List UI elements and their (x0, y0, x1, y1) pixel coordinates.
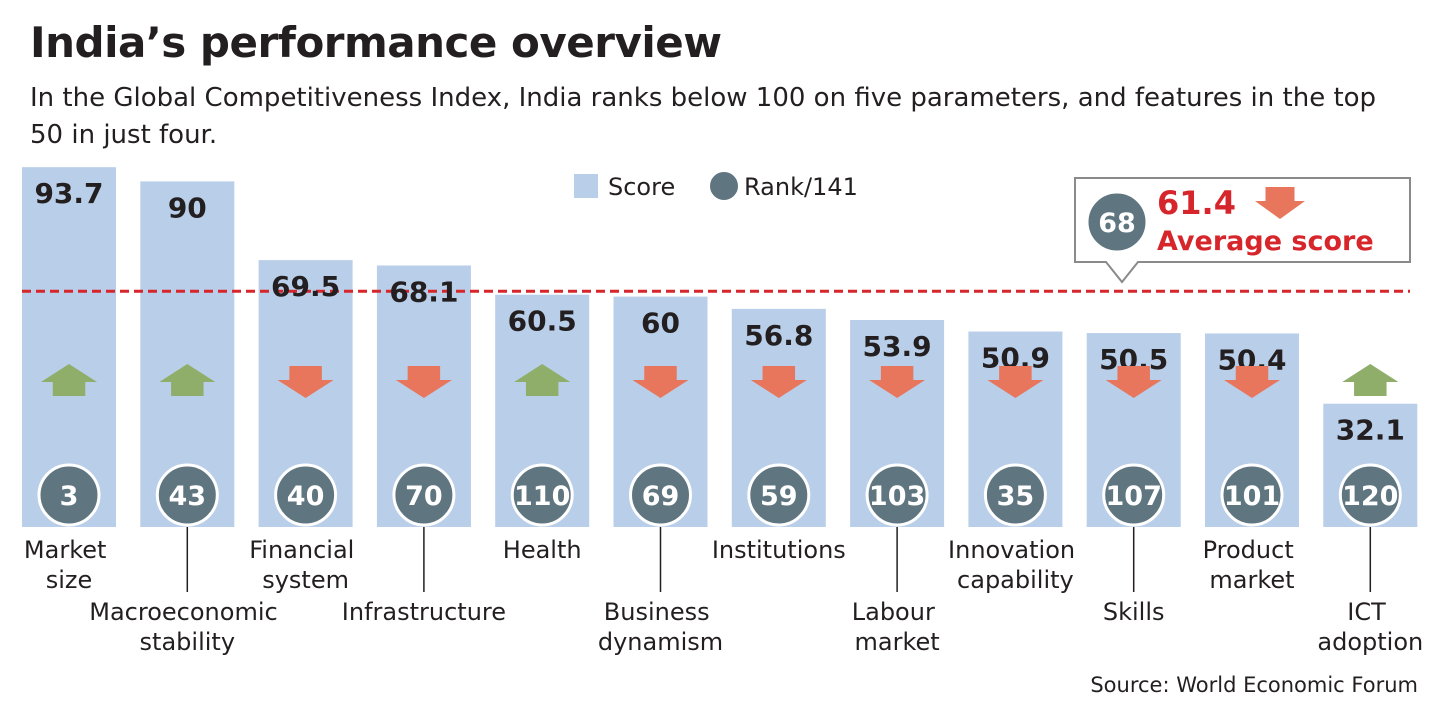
legend-label: Rank/141 (744, 173, 858, 201)
average-rank: 68 (1098, 208, 1136, 239)
callout-box (1074, 177, 1411, 284)
chart-title: India’s performance overview (30, 18, 722, 67)
rank-circle (865, 463, 929, 527)
rank-label: 101 (1224, 481, 1280, 512)
rank-circle (983, 463, 1047, 527)
x-tick-label: Financial system (249, 536, 362, 594)
rank-circle (155, 463, 219, 527)
average-rank-circle (1085, 190, 1149, 254)
source: Source: World Economic Forum (1090, 673, 1418, 697)
x-tick-label: Market size (24, 536, 114, 594)
trend-arrow (1224, 366, 1280, 398)
score-label: 90 (168, 191, 207, 224)
rank-circle (274, 463, 338, 527)
average-score: 61.4 (1157, 184, 1236, 222)
x-tick-label: ICT adoption (1317, 598, 1423, 656)
rank-circle (392, 463, 456, 527)
average-label: Average score (1157, 226, 1374, 257)
rank-label: 69 (642, 481, 680, 512)
x-tick-label: Product market (1203, 536, 1302, 594)
score-label: 93.7 (34, 177, 103, 210)
trend-arrow (1105, 366, 1162, 398)
rank-circle (37, 463, 101, 527)
rank-label: 40 (287, 481, 325, 512)
rank-label: 70 (405, 481, 443, 512)
trend-arrow (41, 364, 97, 396)
x-tick-label: Skills (1103, 598, 1165, 626)
score-label: 32.1 (1336, 414, 1405, 447)
rank-circle (1220, 463, 1284, 527)
trend-arrow (750, 366, 807, 398)
score-label: 68.1 (389, 275, 458, 308)
x-tick-label: Innovation capability (948, 536, 1083, 594)
rank-label: 120 (1342, 481, 1398, 512)
rank-label: 35 (997, 481, 1035, 512)
legend-label: Score (608, 173, 675, 201)
x-tick-label: Labour market (852, 598, 943, 656)
trend-arrow (632, 366, 689, 398)
x-tick-label: Institutions (712, 536, 846, 564)
legend-swatch (708, 170, 740, 202)
score-label: 60 (641, 307, 680, 340)
rank-label: 107 (1106, 481, 1162, 512)
rank-label: 43 (169, 481, 207, 512)
rank-label: 3 (60, 481, 79, 512)
rank-label: 59 (760, 481, 798, 512)
trend-arrow (395, 366, 452, 398)
rank-label: 103 (869, 481, 925, 512)
score-label: 53.9 (863, 330, 932, 363)
rank-circle (510, 463, 574, 527)
rank-circle (1102, 463, 1166, 527)
trend-arrow (1342, 364, 1399, 396)
x-tick-label: Macroeconomic stability (89, 598, 285, 656)
rank-circle (629, 463, 692, 527)
trend-arrow (514, 364, 571, 396)
trend-arrow (1255, 187, 1305, 219)
x-tick-label: Health (503, 536, 582, 564)
legend-swatch (574, 174, 598, 198)
chart-subtitle: In the Global Competitiveness Index, Ind… (30, 83, 1377, 150)
x-tick-label: Infrastructure (342, 598, 506, 626)
score-label: 60.5 (508, 305, 577, 338)
trend-arrow (159, 364, 216, 396)
score-label: 69.5 (271, 270, 340, 303)
x-tick-label: Business dynamism (598, 598, 723, 656)
rank-circle (1338, 463, 1402, 527)
trend-arrow (869, 366, 926, 398)
rank-label: 110 (514, 481, 570, 512)
rank-circle (747, 463, 811, 527)
trend-arrow (987, 366, 1044, 398)
score-label: 56.8 (744, 319, 813, 352)
trend-arrow (277, 366, 334, 398)
